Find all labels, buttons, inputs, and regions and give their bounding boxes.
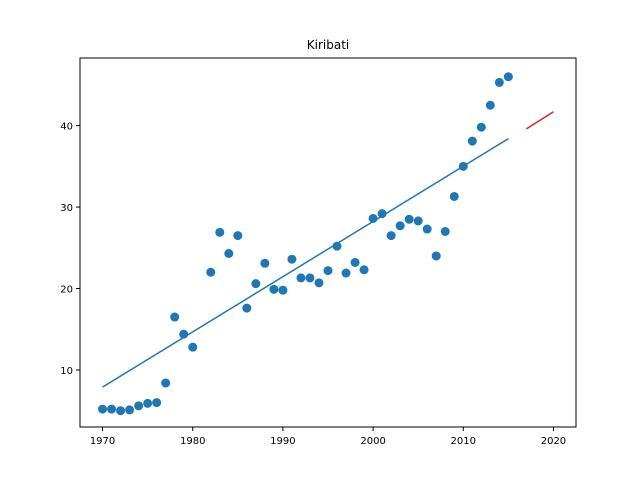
x-tick-label: 2010 — [451, 436, 476, 447]
data-point — [476, 122, 486, 132]
data-point — [224, 248, 234, 258]
data-point — [170, 312, 180, 322]
data-point — [296, 273, 306, 283]
data-point — [143, 398, 153, 408]
data-point — [206, 267, 216, 277]
data-point — [314, 278, 324, 288]
data-point — [341, 268, 351, 278]
data-point — [431, 251, 441, 261]
data-point — [125, 405, 135, 415]
data-point — [359, 265, 369, 275]
data-point — [269, 284, 279, 294]
data-point — [152, 398, 162, 408]
data-point — [323, 266, 333, 276]
data-point — [503, 72, 513, 82]
data-point — [458, 161, 468, 171]
data-point — [233, 231, 243, 241]
x-tick-label: 1980 — [180, 436, 205, 447]
data-point — [413, 216, 423, 226]
data-point — [404, 214, 414, 224]
data-point — [116, 406, 126, 416]
data-point — [494, 77, 504, 87]
data-point — [305, 273, 315, 283]
data-point — [98, 404, 108, 414]
data-point — [134, 401, 144, 411]
x-tick-label: 1970 — [90, 436, 115, 447]
data-point — [449, 191, 459, 201]
data-point — [350, 257, 360, 267]
y-tick-label: 20 — [60, 285, 73, 296]
trend-line — [102, 138, 509, 388]
data-point — [242, 303, 252, 313]
data-point — [215, 227, 225, 237]
data-point — [260, 258, 270, 268]
data-point — [188, 342, 198, 352]
data-point — [161, 378, 171, 388]
chart-title: Kiribati — [307, 38, 349, 52]
y-tick-label: 10 — [60, 366, 73, 377]
x-tick-label: 2020 — [541, 436, 566, 447]
data-point — [332, 241, 342, 251]
projection-line — [525, 111, 554, 130]
data-point — [251, 279, 261, 289]
data-point — [485, 100, 495, 110]
x-tick-label: 2000 — [360, 436, 385, 447]
data-point — [422, 224, 432, 234]
y-tick-label: 30 — [60, 203, 73, 214]
data-point — [440, 227, 450, 237]
data-point — [107, 404, 117, 414]
y-tick-label: 40 — [60, 122, 73, 133]
data-point — [386, 231, 396, 241]
data-point — [179, 329, 189, 339]
plot-area: 1970 1980 1990 2000 2010 2020 10 20 30 40 — [60, 72, 566, 447]
data-point — [368, 213, 378, 223]
data-point — [287, 254, 297, 264]
data-point — [467, 136, 477, 146]
x-tick-label: 1990 — [270, 436, 295, 447]
axes-frame — [79, 57, 577, 428]
data-point — [278, 285, 288, 295]
data-point — [377, 209, 387, 219]
data-point — [395, 221, 405, 231]
